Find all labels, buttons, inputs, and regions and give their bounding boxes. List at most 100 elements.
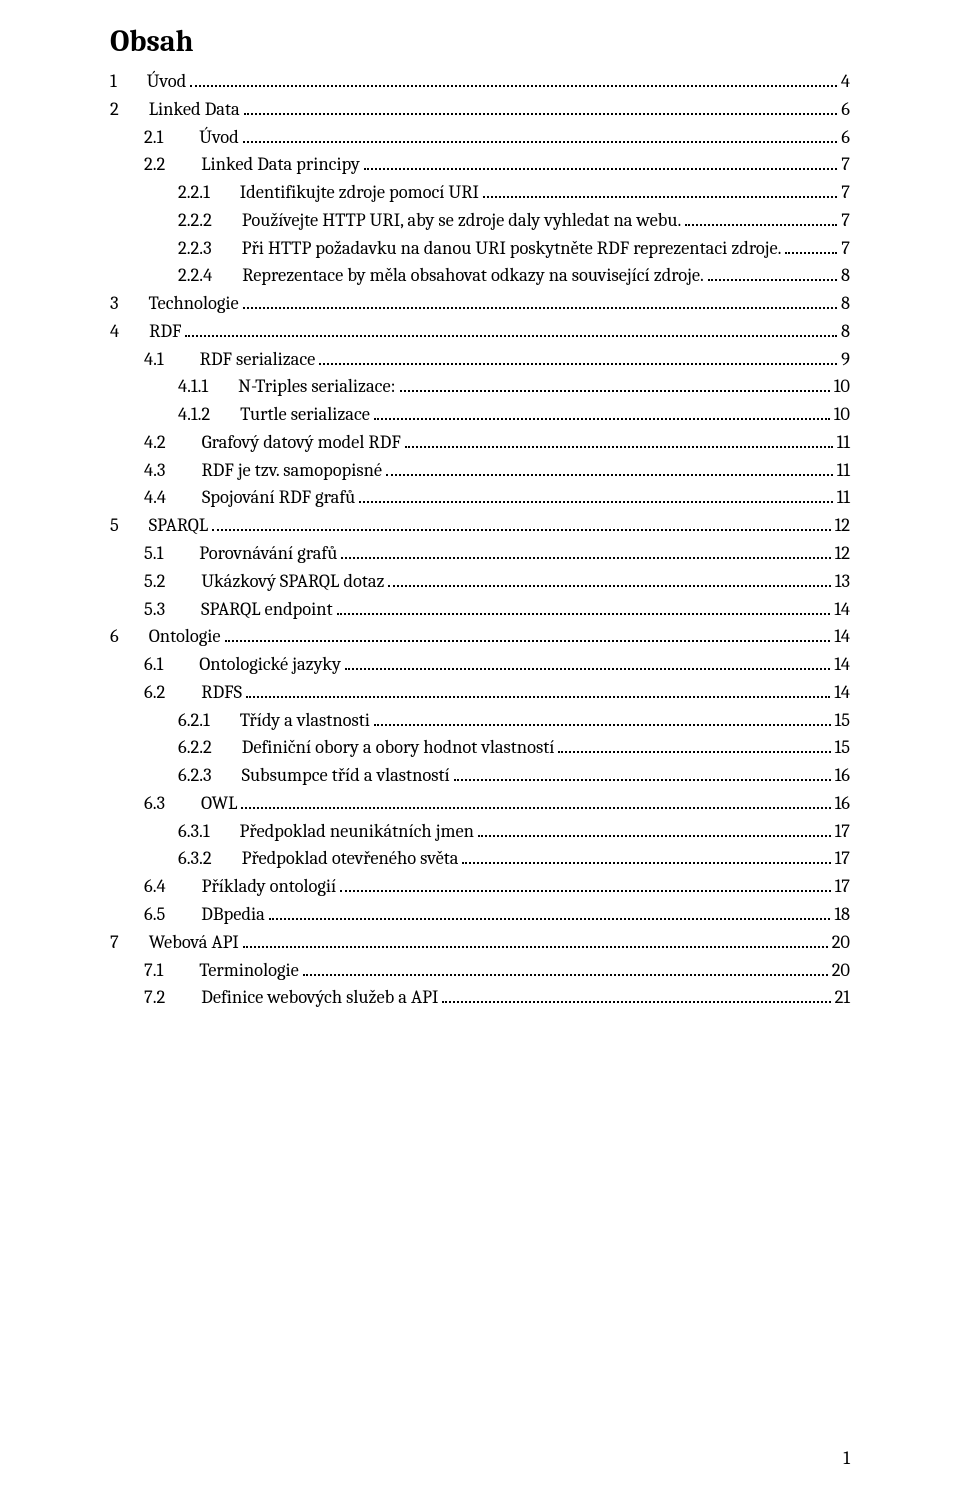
toc-entry: 6.3.2Předpoklad otevřeného světa17 — [110, 848, 850, 869]
toc-entry-text: Porovnávání grafů — [199, 543, 337, 564]
toc-entry-number: 7 — [110, 932, 119, 953]
toc-entry-number: 4.2 — [144, 432, 166, 453]
toc-entry-page: 12 — [835, 543, 850, 564]
toc-entry-page: 6 — [841, 99, 850, 120]
toc-entry-text: RDF serializace — [200, 349, 316, 370]
toc-leader-dots — [454, 767, 831, 781]
toc-entry-page: 10 — [834, 404, 850, 425]
toc-entry-page: 17 — [835, 821, 850, 842]
toc-entry-number: 6.4 — [144, 876, 166, 897]
toc-entry-text: Předpoklad otevřeného světa — [242, 848, 459, 869]
toc-entry: 6.5DBpedia18 — [110, 904, 850, 925]
toc-leader-dots — [303, 961, 828, 975]
toc-entry: 2.2 Linked Data principy 7 — [110, 154, 850, 175]
toc-entry-page: 7 — [841, 210, 850, 231]
toc-entry-number: 6.5 — [144, 904, 165, 925]
toc-leader-dots — [212, 517, 830, 531]
toc-entry-page: 9 — [841, 349, 850, 370]
toc-entry: 6.2RDFS14 — [110, 682, 850, 703]
toc-entry-page: 10 — [834, 376, 850, 397]
toc-entry-text: Turtle serializace — [240, 404, 370, 425]
toc-leader-dots — [246, 684, 830, 698]
toc-entry-number: 4.1.2 — [178, 404, 210, 425]
toc-leader-dots — [462, 850, 830, 864]
toc-leader-dots — [243, 295, 837, 309]
toc-entry-text: Definiční obory a obory hodnot vlastnost… — [242, 737, 555, 758]
toc-entry: 4.1.1N-Triples serializace:10 — [110, 376, 850, 397]
toc-entry: 5.1Porovnávání grafů12 — [110, 543, 850, 564]
toc-entry-page: 15 — [835, 737, 851, 758]
toc-entry: 3Technologie8 — [110, 293, 850, 314]
toc-entry-text: Používejte HTTP URI, aby se zdroje daly … — [242, 210, 682, 231]
toc-entry: 4.4Spojování RDF grafů11 — [110, 487, 850, 508]
toc-leader-dots — [785, 240, 837, 254]
toc-entry-page: 13 — [835, 571, 850, 592]
toc-entry: 6.1Ontologické jazyky14 — [110, 654, 850, 675]
toc-leader-dots — [708, 267, 837, 281]
toc-entry-page: 16 — [835, 765, 850, 786]
toc-entry-page: 14 — [834, 599, 850, 620]
toc-leader-dots — [478, 823, 831, 837]
toc-entry-number: 6.3.2 — [178, 848, 212, 869]
toc-entry-text: Subsumpce tříd a vlastností — [242, 765, 450, 786]
toc-entry-page: 17 — [835, 876, 850, 897]
toc-entry-number: 1 — [110, 71, 117, 92]
toc-entry-number: 7.2 — [144, 987, 165, 1008]
toc-entry-number: 6.3.1 — [178, 821, 210, 842]
toc-leader-dots — [225, 628, 831, 642]
toc-leader-dots — [558, 739, 830, 753]
toc-entry: 7.1 Terminologie 20 — [110, 960, 850, 981]
toc-entry-text: Ukázkový SPARQL dotaz — [201, 571, 384, 592]
toc-entry-text: Úvod — [199, 127, 239, 148]
toc-entry-number: 6 — [110, 626, 119, 647]
toc-entry-page: 7 — [841, 182, 850, 203]
toc-entry-text: Reprezentace by měla obsahovat odkazy na… — [242, 265, 704, 286]
toc-entry-text: SPARQL — [149, 515, 208, 536]
toc-entry-text: SPARQL endpoint — [201, 599, 332, 620]
toc-leader-dots — [374, 712, 831, 726]
toc-entry-text: Linked Data principy — [201, 154, 360, 175]
toc-entry-text: Grafový datový model RDF — [202, 432, 401, 453]
toc-entry-text: Ontologické jazyky — [199, 654, 341, 675]
toc-entry-number: 7.1 — [144, 960, 163, 981]
toc-entry: 6.3.1Předpoklad neunikátních jmen17 — [110, 821, 850, 842]
toc-entry-number: 6.2 — [144, 682, 165, 703]
toc-entry-number: 3 — [110, 293, 119, 314]
toc-entry-text: Identifikujte zdroje pomocí URI — [240, 182, 479, 203]
toc-entry-number: 4.1.1 — [178, 376, 208, 397]
toc-entry: 6.2.2 Definiční obory a obory hodnot vlas… — [110, 737, 850, 758]
toc-entry-number: 2.2.2 — [178, 210, 212, 231]
toc-entry-text: Ontologie — [149, 626, 221, 647]
toc-title: Obsah — [110, 24, 850, 59]
toc-leader-dots — [244, 101, 838, 115]
toc-entry-page: 6 — [841, 127, 850, 148]
toc-leader-dots — [319, 351, 837, 365]
toc-entry: 2.2.3Při HTTP požadavku na danou URI pos… — [110, 238, 850, 259]
toc-entry-text: Technologie — [149, 293, 239, 314]
toc-leader-dots — [359, 489, 832, 503]
toc-entry-page: 14 — [834, 682, 850, 703]
toc-entry: 2.2.2 Používejte HTTP URI, aby se zdroje … — [110, 210, 850, 231]
toc-entry-page: 11 — [837, 487, 850, 508]
toc-entry-page: 21 — [835, 987, 850, 1008]
toc-list: 1Úvod42Linked Data62.1Úvod62.2Linked Dat… — [110, 71, 850, 1009]
toc-entry-page: 8 — [841, 321, 850, 342]
page: Obsah 1Úvod42Linked Data62.1Úvod62.2Link… — [0, 0, 960, 1497]
toc-entry-page: 15 — [835, 710, 851, 731]
toc-entry-number: 6.2.2 — [178, 737, 212, 758]
toc-entry-page: 7 — [841, 154, 850, 175]
toc-entry-number: 2.2 — [144, 154, 165, 175]
toc-entry: 2.1Úvod6 — [110, 127, 850, 148]
toc-entry-number: 2.2.4 — [178, 265, 212, 286]
toc-entry-page: 4 — [841, 71, 850, 92]
toc-entry: 1Úvod4 — [110, 71, 850, 92]
toc-entry-page: 14 — [834, 626, 850, 647]
toc-entry-text: Definice webových služeb a API — [201, 987, 438, 1008]
toc-entry: 6.4Příklady ontologií17 — [110, 876, 850, 897]
toc-entry-number: 2 — [110, 99, 119, 120]
toc-entry-page: 11 — [837, 432, 850, 453]
toc-entry-page: 20 — [832, 960, 850, 981]
toc-entry: 4.3RDF je tzv. samopopisné11 — [110, 460, 850, 481]
toc-entry-text: Terminologie — [199, 960, 299, 981]
page-number: 1 — [843, 1447, 850, 1469]
